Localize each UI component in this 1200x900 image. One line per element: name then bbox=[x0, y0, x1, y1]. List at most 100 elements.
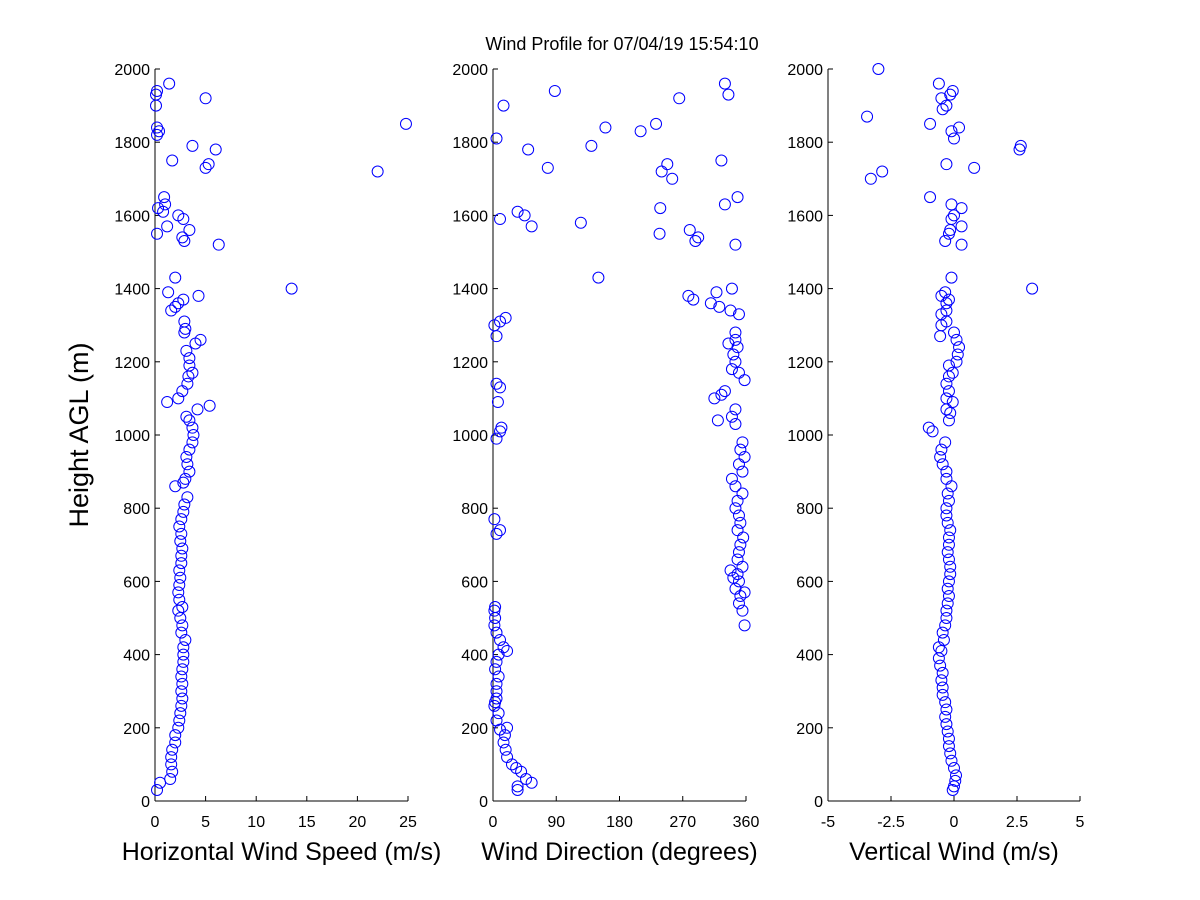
data-point bbox=[175, 549, 188, 562]
data-point bbox=[951, 348, 964, 361]
y-tick-label: 200 bbox=[461, 721, 488, 738]
data-point bbox=[490, 677, 503, 690]
data-point bbox=[165, 751, 178, 764]
x-axis-label: Wind Direction (degrees) bbox=[481, 838, 758, 866]
data-point bbox=[713, 300, 726, 313]
data-point bbox=[940, 392, 953, 405]
data-point bbox=[950, 769, 963, 782]
data-point bbox=[738, 450, 751, 463]
data-point bbox=[942, 732, 955, 745]
data-point bbox=[510, 762, 523, 775]
data-point bbox=[499, 743, 512, 756]
data-point bbox=[941, 725, 954, 738]
data-point bbox=[174, 571, 187, 584]
data-point bbox=[738, 619, 751, 632]
data-point bbox=[183, 465, 196, 478]
data-point bbox=[942, 553, 955, 566]
data-point bbox=[194, 333, 207, 346]
data-point bbox=[944, 224, 957, 237]
data-point bbox=[939, 286, 952, 299]
y-tick-label: 400 bbox=[796, 648, 823, 665]
data-point bbox=[158, 191, 171, 204]
data-point bbox=[653, 227, 666, 240]
y-tick-label: 1400 bbox=[787, 282, 823, 299]
y-tick-label: 600 bbox=[796, 574, 823, 591]
data-point bbox=[932, 652, 945, 665]
data-point bbox=[150, 88, 163, 101]
data-point bbox=[926, 425, 939, 438]
data-point bbox=[492, 707, 505, 720]
data-point bbox=[935, 674, 948, 687]
data-point bbox=[501, 644, 514, 657]
data-point bbox=[488, 699, 501, 712]
data-point bbox=[731, 494, 744, 507]
x-tick-label: 5 bbox=[1076, 814, 1085, 831]
data-point bbox=[737, 531, 750, 544]
data-point bbox=[731, 191, 744, 204]
data-point bbox=[174, 707, 187, 720]
data-point bbox=[497, 99, 510, 112]
data-point bbox=[955, 202, 968, 215]
data-point bbox=[489, 601, 502, 614]
data-point bbox=[937, 633, 950, 646]
data-point bbox=[162, 286, 175, 299]
data-point bbox=[494, 633, 507, 646]
data-point bbox=[179, 322, 192, 335]
x-tick-label: 2.5 bbox=[1006, 814, 1028, 831]
data-point bbox=[940, 158, 953, 171]
data-point bbox=[704, 297, 717, 310]
data-point bbox=[940, 718, 953, 731]
data-point bbox=[180, 450, 193, 463]
x-tick-label: -5 bbox=[821, 814, 835, 831]
data-point bbox=[172, 586, 185, 599]
y-tick-label: 1600 bbox=[452, 208, 488, 225]
data-point bbox=[181, 458, 194, 471]
x-axis-label: Vertical Wind (m/s) bbox=[849, 838, 1059, 866]
data-point bbox=[490, 527, 503, 540]
data-point bbox=[942, 740, 955, 753]
data-point bbox=[399, 117, 412, 130]
data-point bbox=[734, 516, 747, 529]
data-point bbox=[187, 429, 200, 441]
data-point bbox=[173, 714, 186, 727]
data-point bbox=[180, 344, 193, 357]
data-point bbox=[729, 333, 742, 346]
data-point bbox=[945, 271, 958, 284]
data-point bbox=[525, 220, 538, 233]
data-point bbox=[490, 685, 503, 698]
data-point bbox=[599, 121, 612, 134]
y-tick-label: 1800 bbox=[452, 135, 488, 152]
figure-title: Wind Profile for 07/04/19 15:54:10 bbox=[485, 34, 758, 54]
data-point bbox=[183, 359, 196, 372]
data-point bbox=[941, 516, 954, 529]
y-tick-label: 1200 bbox=[114, 355, 150, 372]
data-point bbox=[940, 612, 953, 624]
data-point bbox=[177, 505, 190, 518]
data-point bbox=[942, 531, 955, 544]
y-tick-label: 200 bbox=[796, 721, 823, 738]
data-point bbox=[732, 546, 745, 559]
data-point bbox=[953, 341, 966, 354]
y-tick-label: 1200 bbox=[452, 355, 488, 372]
data-point bbox=[176, 542, 189, 555]
data-point bbox=[176, 619, 189, 632]
data-point bbox=[942, 359, 955, 372]
data-point bbox=[955, 238, 968, 251]
data-point bbox=[711, 414, 724, 427]
y-tick-label: 1800 bbox=[787, 135, 823, 152]
data-point bbox=[169, 480, 182, 493]
data-point bbox=[177, 641, 190, 654]
data-point bbox=[488, 619, 501, 632]
data-point bbox=[491, 396, 504, 409]
data-point bbox=[501, 751, 514, 764]
data-point bbox=[174, 535, 187, 548]
data-point bbox=[490, 626, 503, 639]
data-point bbox=[175, 699, 188, 712]
data-point bbox=[939, 619, 952, 632]
data-point bbox=[494, 524, 507, 537]
data-point bbox=[731, 524, 744, 537]
data-point bbox=[634, 125, 647, 138]
data-point bbox=[515, 765, 528, 778]
data-point bbox=[490, 692, 503, 705]
